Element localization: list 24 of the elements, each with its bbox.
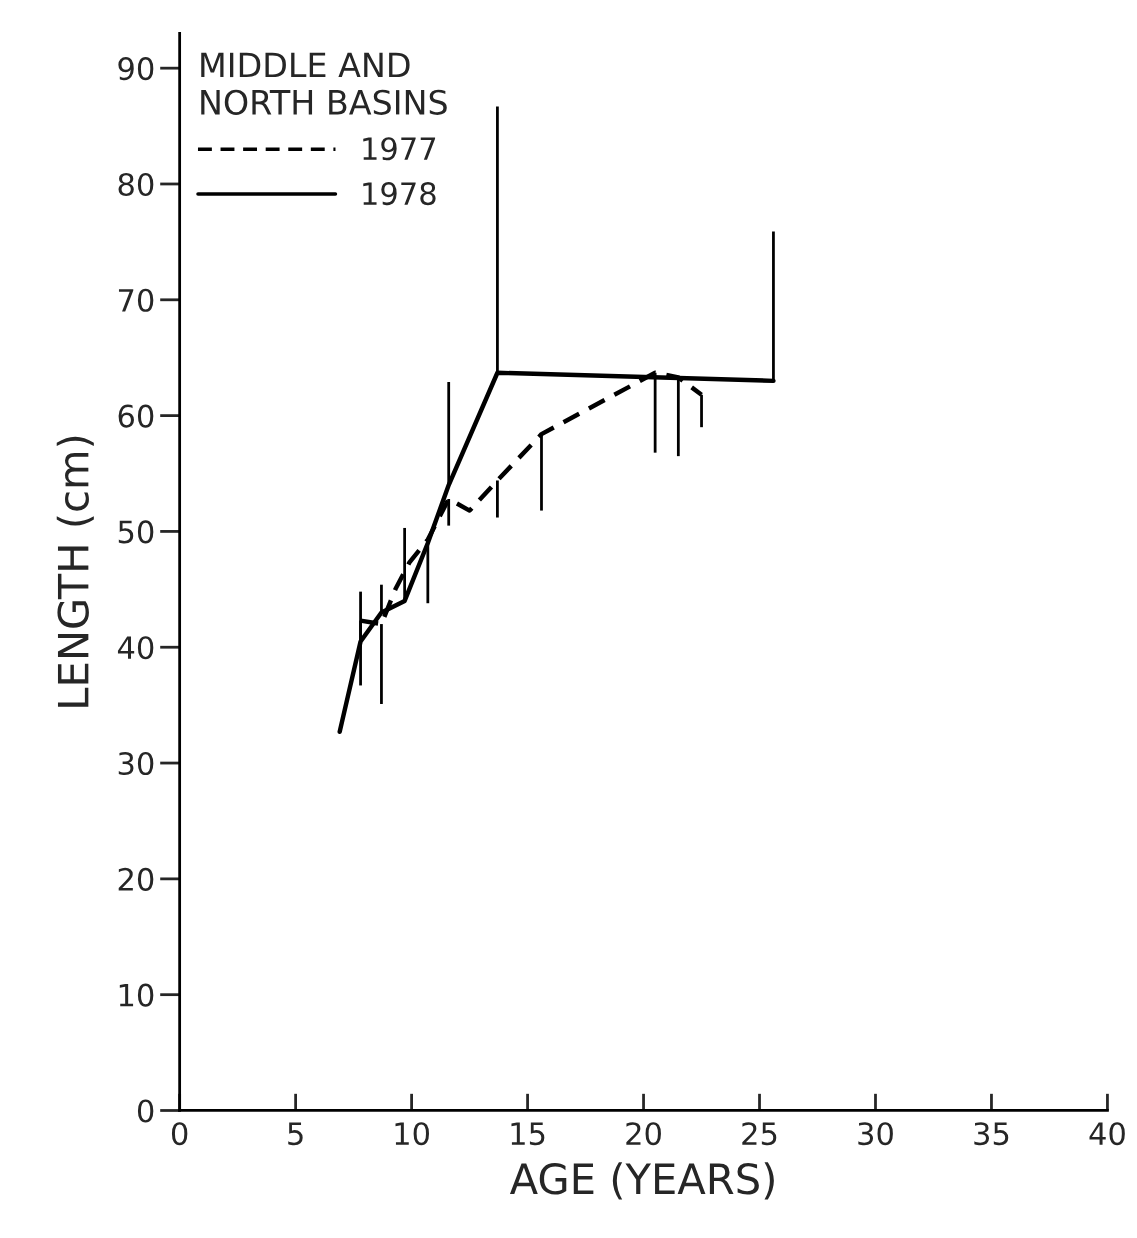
x-tick-label: 10 [395,1122,430,1146]
y-tick-label: 20 [118,867,154,891]
x-tick-label: 5 [288,1122,303,1146]
x-tick-label: 25 [742,1122,777,1146]
y-tick-label: 0 [137,1099,154,1123]
legend-label: 1978 [363,182,436,206]
y-tick-label: 10 [119,983,154,1007]
y-axis-title: LENGTH (cm) [56,436,94,707]
x-tick-label: 30 [858,1122,893,1146]
x-tick-label: 20 [626,1122,661,1146]
y-tick-label: 70 [118,288,154,312]
x-tick-label: 0 [171,1122,188,1146]
y-tick-label: 60 [118,404,154,428]
x-axis-title: AGE (YEARS) [509,1162,774,1200]
x-tick-label: 15 [511,1122,545,1146]
x-tick-label: 35 [974,1122,1009,1146]
legend-label: 1977 [363,137,436,161]
legend-title: MIDDLE AND NORTH BASINS [201,52,447,115]
y-tick-label: 50 [118,520,154,544]
x-tick-label: 40 [1089,1122,1125,1146]
y-tick-label: 40 [117,636,154,660]
y-tick-label: 90 [118,57,154,81]
y-tick-label: 30 [118,751,154,776]
y-tick-label: 80 [118,172,154,197]
